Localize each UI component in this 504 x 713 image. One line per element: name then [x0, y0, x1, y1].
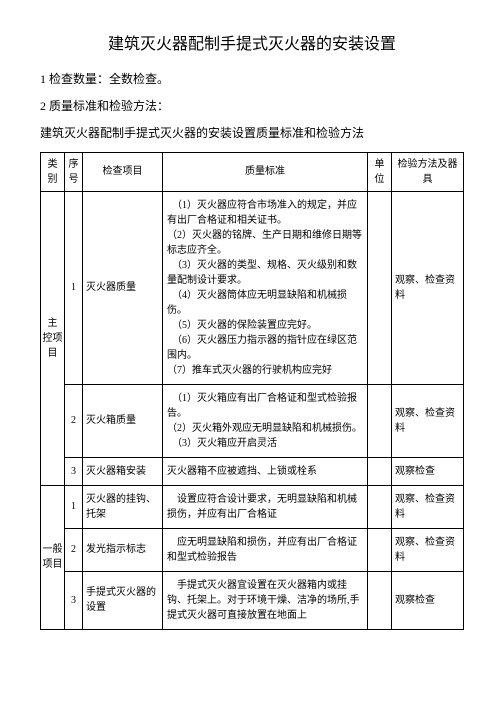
unit-cell	[368, 384, 392, 457]
item-cell: 灭火器质量	[83, 191, 163, 384]
unit-cell	[368, 571, 392, 629]
seq-cell: 1	[65, 485, 83, 528]
standard-cell: （1）灭火箱应有出厂合格证和型式检验报告。（2）灭火箱外观应无明显缺陷和机械损伤…	[163, 384, 368, 457]
unit-cell	[368, 191, 392, 384]
method-cell: 观察、检查资料	[392, 485, 464, 528]
header-item: 检查项目	[83, 152, 163, 191]
table-row: 一般项目 1 灭火器的挂钩、托架 设置应符合设计要求，无明显缺陷和机械损伤，并应…	[41, 485, 464, 528]
table-row: 主 控项目 1 灭火器质量 （1）灭火器应符合市场准入的规定，并应有出厂合格证和…	[41, 191, 464, 384]
unit-cell	[368, 457, 392, 485]
method-cell: 观察检查	[392, 571, 464, 629]
item-cell: 手提式灭火器的设置	[83, 571, 163, 629]
page-title: 建筑灭火器配制手提式灭火器的安装设置	[40, 30, 464, 54]
standard-cell: 应无明显缺陷和损伤，并应有出厂合格证和型式检验报告	[163, 528, 368, 571]
header-method: 检验方法及器具	[392, 152, 464, 191]
seq-cell: 1	[65, 191, 83, 384]
item-cell: 发光指示标志	[83, 528, 163, 571]
item-cell: 灭火箱质量	[83, 384, 163, 457]
inspection-table: 类别 序号 检查项目 质量标准 单位 检验方法及器具 主 控项目 1 灭火器质量…	[40, 152, 464, 630]
table-row: 2 灭火箱质量 （1）灭火箱应有出厂合格证和型式检验报告。（2）灭火箱外观应无明…	[41, 384, 464, 457]
table-row: 3 灭火器箱安装 灭火器箱不应被遮挡、上锁或栓系 观察检查	[41, 457, 464, 485]
header-category: 类别	[41, 152, 65, 191]
header-standard: 质量标准	[163, 152, 368, 191]
table-row: 3 手提式灭火器的设置 手提式灭火器宜设置在灭火器箱内或挂钩、托架上。对于环境干…	[41, 571, 464, 629]
category-main: 主 控项目	[41, 191, 65, 485]
item-cell: 灭火器的挂钩、托架	[83, 485, 163, 528]
seq-cell: 2	[65, 528, 83, 571]
standard-cell: 手提式灭火器宜设置在灭火器箱内或挂钩、托架上。对于环境干燥、洁净的场所,手提式灭…	[163, 571, 368, 629]
category-general: 一般项目	[41, 485, 65, 629]
table-row: 2 发光指示标志 应无明显缺陷和损伤，并应有出厂合格证和型式检验报告 观察、检查…	[41, 528, 464, 571]
standard-cell: 灭火器箱不应被遮挡、上锁或栓系	[163, 457, 368, 485]
para1-label: 1 检查数量：	[40, 72, 109, 86]
header-unit: 单位	[368, 152, 392, 191]
paragraph-1: 1 检查数量：全数检查。	[40, 70, 464, 89]
item-cell: 灭火器箱安装	[83, 457, 163, 485]
method-cell: 观察、检查资料	[392, 191, 464, 384]
standard-cell: （1）灭火器应符合市场准入的规定，并应有出厂合格证和相关证书。（2）灭火器的铭牌…	[163, 191, 368, 384]
paragraph-2: 2 质量标准和检验方法：	[40, 97, 464, 116]
paragraph-3: 建筑灭火器配制手提式灭火器的安装设置质量标准和检验方法	[40, 124, 464, 143]
standard-cell: 设置应符合设计要求，无明显缺陷和机械损伤，并应有出厂合格证	[163, 485, 368, 528]
header-seq: 序号	[65, 152, 83, 191]
para1-value: 全数检查。	[109, 72, 169, 86]
seq-cell: 3	[65, 457, 83, 485]
unit-cell	[368, 528, 392, 571]
unit-cell	[368, 485, 392, 528]
method-cell: 观察检查	[392, 457, 464, 485]
method-cell: 观察、检查资料	[392, 528, 464, 571]
method-cell: 观察、检查资料	[392, 384, 464, 457]
table-header-row: 类别 序号 检查项目 质量标准 单位 检验方法及器具	[41, 152, 464, 191]
seq-cell: 2	[65, 384, 83, 457]
seq-cell: 3	[65, 571, 83, 629]
